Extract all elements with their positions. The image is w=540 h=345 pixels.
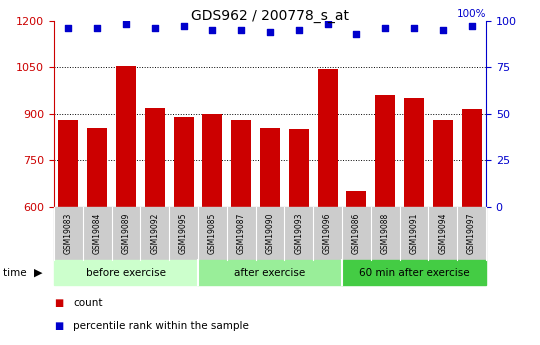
- Point: [410, 26, 418, 31]
- Point: [381, 26, 389, 31]
- Bar: [318, 69, 338, 207]
- Bar: [404, 98, 424, 207]
- Text: GSM19088: GSM19088: [381, 213, 390, 254]
- Point: [151, 26, 159, 31]
- Text: ■: ■: [54, 321, 63, 331]
- Text: GSM19094: GSM19094: [438, 213, 447, 255]
- Bar: [260, 128, 280, 207]
- Bar: [231, 120, 251, 207]
- Text: GSM19084: GSM19084: [93, 213, 102, 254]
- Text: GSM19095: GSM19095: [179, 213, 188, 255]
- Point: [352, 31, 361, 37]
- Text: GDS962 / 200778_s_at: GDS962 / 200778_s_at: [191, 9, 349, 23]
- Text: GSM19087: GSM19087: [237, 213, 246, 254]
- Text: time: time: [3, 268, 30, 277]
- Text: GSM19086: GSM19086: [352, 213, 361, 254]
- Text: GSM19085: GSM19085: [208, 213, 217, 254]
- Text: 100%: 100%: [456, 9, 486, 19]
- Bar: [289, 129, 309, 207]
- Point: [122, 22, 130, 27]
- Bar: [462, 109, 482, 207]
- Bar: [433, 120, 453, 207]
- Text: 60 min after exercise: 60 min after exercise: [359, 268, 469, 277]
- Bar: [173, 117, 194, 207]
- Text: GSM19093: GSM19093: [294, 213, 303, 255]
- Text: ■: ■: [54, 298, 63, 308]
- Text: after exercise: after exercise: [234, 268, 306, 277]
- Point: [237, 27, 246, 33]
- Point: [294, 27, 303, 33]
- Point: [266, 29, 274, 34]
- Text: count: count: [73, 298, 103, 308]
- Point: [208, 27, 217, 33]
- Bar: [87, 128, 107, 207]
- Bar: [145, 108, 165, 207]
- Bar: [375, 95, 395, 207]
- Text: GSM19083: GSM19083: [64, 213, 73, 254]
- Text: GSM19091: GSM19091: [409, 213, 418, 254]
- Bar: [202, 114, 222, 207]
- Point: [323, 22, 332, 27]
- Bar: [116, 66, 136, 207]
- Text: GSM19090: GSM19090: [266, 213, 274, 255]
- Text: GSM19089: GSM19089: [122, 213, 131, 254]
- Point: [93, 26, 102, 31]
- Text: percentile rank within the sample: percentile rank within the sample: [73, 321, 249, 331]
- Text: GSM19097: GSM19097: [467, 213, 476, 255]
- Bar: [346, 191, 367, 207]
- Bar: [58, 120, 78, 207]
- Point: [179, 23, 188, 29]
- Text: ▶: ▶: [33, 268, 42, 277]
- Point: [438, 27, 447, 33]
- Point: [467, 23, 476, 29]
- Point: [64, 26, 73, 31]
- Text: GSM19092: GSM19092: [150, 213, 159, 254]
- Text: GSM19096: GSM19096: [323, 213, 332, 255]
- Text: before exercise: before exercise: [86, 268, 166, 277]
